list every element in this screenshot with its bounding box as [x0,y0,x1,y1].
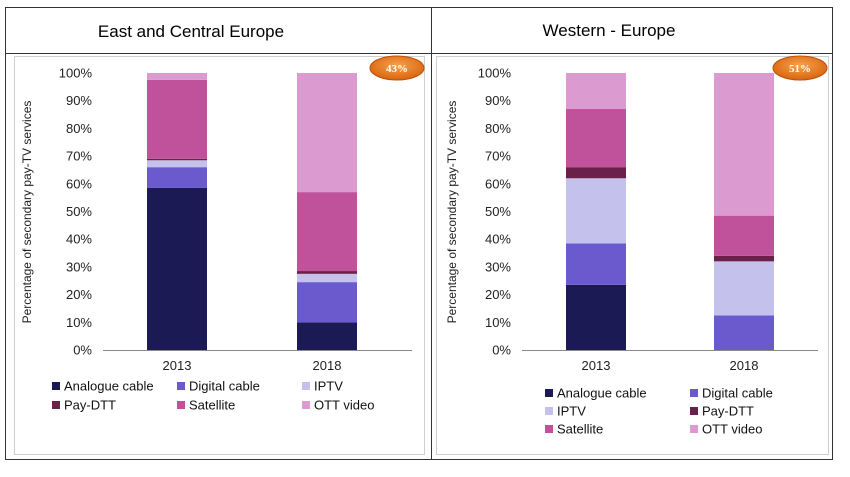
y-tick-label-east: 100% [59,66,93,81]
panel-title-east-central: East and Central Europe [98,22,284,41]
badge-value-western: 51% [789,63,811,75]
bar-segment-east [297,192,357,272]
bar-segment-east [147,79,207,159]
y-tick-label-west: 30% [485,259,511,274]
y-tick-label-east: 70% [66,149,92,164]
x-tick-label-west: 2018 [730,358,759,373]
legend-label-east: OTT video [314,398,374,413]
badge-value-east-central: 43% [386,63,408,75]
bar-segment-east [147,187,207,350]
bar-segment-east [297,271,357,274]
bar-segment-west [714,261,774,316]
legend-swatch-west [545,407,553,415]
y-tick-label-east: 0% [73,343,92,358]
legend-label-east: Satellite [189,398,235,413]
x-tick-label-west: 2013 [582,358,611,373]
y-tick-label-east: 10% [66,315,92,330]
bar-segment-east [297,322,357,350]
y-tick-label-east: 40% [66,232,92,247]
bar-segment-west [714,73,774,216]
legend-label-east: IPTV [314,379,343,394]
bar-segment-west [566,73,626,110]
legend-swatch-east [302,401,310,409]
y-tick-label-west: 10% [485,315,511,330]
legend-label-west: Analogue cable [557,386,647,401]
bar-segment-west [566,109,626,168]
y-tick-label-east: 30% [66,259,92,274]
legend-swatch-east [52,401,60,409]
plot-frame-east-central [14,56,425,455]
y-tick-label-west: 80% [485,121,511,136]
bar-segment-east [147,73,207,80]
legend-swatch-east [177,401,185,409]
y-axis-title-east-central: Percentage of secondary pay-TV services [20,101,34,324]
bar-segment-west [566,284,626,350]
legend-swatch-west [545,389,553,397]
y-tick-label-east: 20% [66,287,92,302]
legend-label-west: Pay-DTT [702,404,754,419]
bar-segment-east [147,158,207,161]
figure-border [5,7,833,460]
legend-swatch-east [302,382,310,390]
y-tick-label-west: 90% [485,93,511,108]
bar-segment-west [714,255,774,262]
legend-label-west: Satellite [557,422,603,437]
badge-western: 51% [772,55,828,81]
bar-segment-west [566,243,626,285]
y-tick-label-west: 50% [485,204,511,219]
badge-east-central: 43% [369,55,425,81]
y-tick-label-west: 60% [485,176,511,191]
badge-shape-western [772,55,828,81]
y-tick-label-west: 40% [485,232,511,247]
bar-segment-east [297,282,357,323]
badge-shape-east-central [369,55,425,81]
legend-label-east: Analogue cable [64,379,154,394]
bar-segment-west [566,178,626,244]
y-tick-label-west: 0% [492,343,511,358]
legend-swatch-west [690,389,698,397]
chart-western: 0% 10% 20% 30% 40% 50% 60% 70% 80% 90% 100% 2013 201… [478,66,818,437]
y-tick-label-east: 80% [66,121,92,136]
chart-east-central: 0% 10% 20% 30% 40% 50% 60% 70% 80% 90% 100% 2013 201… [52,66,412,413]
y-tick-label-east: 50% [66,204,92,219]
legend-label-west: Digital cable [702,386,773,401]
legend-label-east: Pay-DTT [64,398,116,413]
bar-segment-west [566,167,626,179]
bar-segment-west [714,315,774,350]
bar-segment-west [714,215,774,256]
legend-label-east: Digital cable [189,379,260,394]
plot-frame-western [436,56,829,455]
legend-label-west: OTT video [702,422,762,437]
legend-swatch-east [52,382,60,390]
y-tick-label-west: 70% [485,149,511,164]
y-tick-label-west: 20% [485,287,511,302]
bar-segment-east [297,273,357,283]
x-tick-label-east: 2018 [313,358,342,373]
y-tick-label-west: 100% [478,66,512,81]
legend-swatch-west [690,425,698,433]
bar-segment-east [297,73,357,193]
bar-segment-east [147,160,207,168]
legend-label-west: IPTV [557,404,586,419]
bar-segment-east [147,167,207,188]
x-tick-label-east: 2013 [163,358,192,373]
legend-swatch-east [177,382,185,390]
y-tick-label-east: 90% [66,93,92,108]
legend-swatch-west [545,425,553,433]
y-tick-label-east: 60% [66,176,92,191]
y-axis-title-western: Percentage of secondary pay-TV services [445,101,459,324]
legend-swatch-west [690,407,698,415]
panel-title-western: Western - Europe [543,21,676,40]
